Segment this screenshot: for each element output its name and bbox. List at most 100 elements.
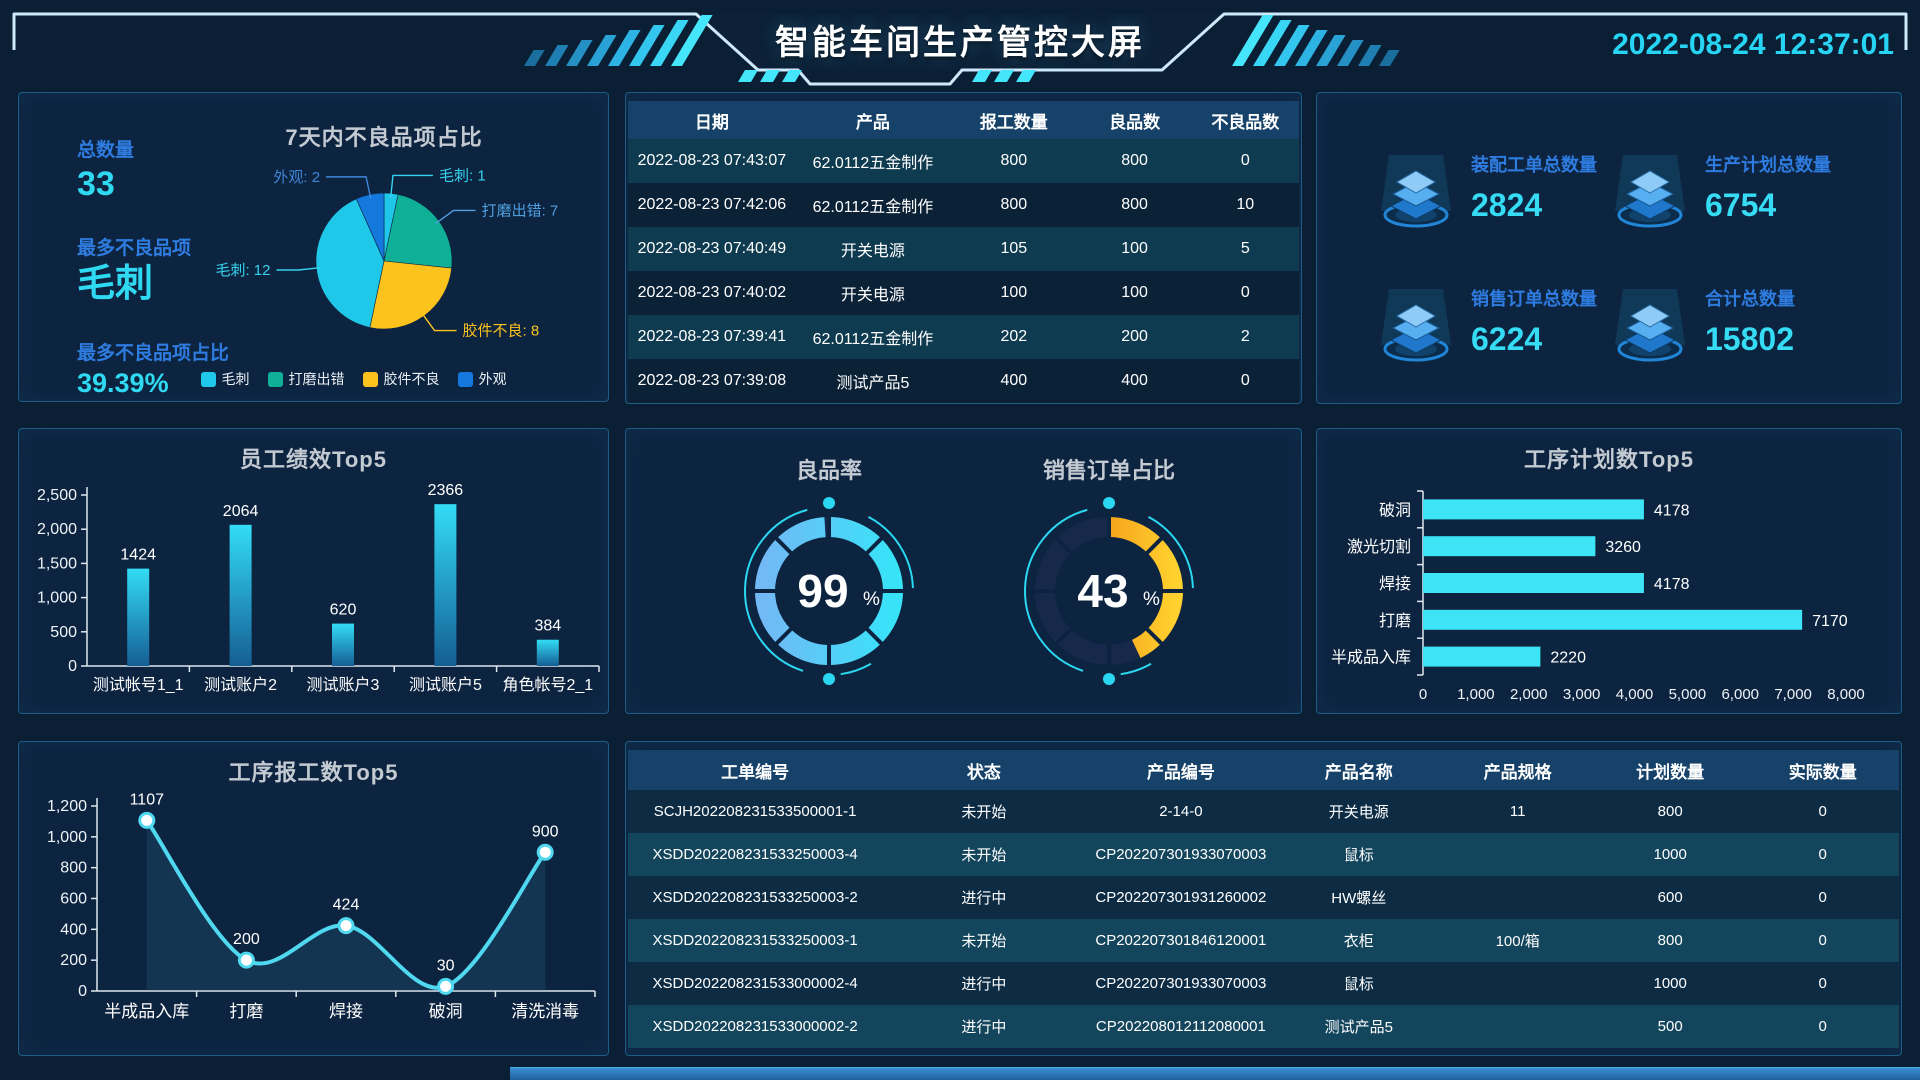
table-cell: 100: [1121, 240, 1148, 257]
column-header: 工单编号: [628, 750, 883, 790]
slash-decoration: [760, 70, 780, 82]
table-cell: 100: [1121, 284, 1148, 301]
y-tick-label: 2,500: [37, 487, 77, 504]
bar: [1423, 573, 1644, 593]
x-category-label: 测试帐号1_1: [93, 676, 184, 694]
defect-pie-panel: 7天内不良品项占比 总数量 33 最多不良品项 毛刺 最多不良品项占比 39.3…: [18, 92, 609, 402]
gauge-value-arc: [755, 517, 903, 665]
sales-order-gauge: 43%: [1024, 497, 1194, 685]
stat-value: 毛刺: [77, 263, 154, 306]
table-cell: 0: [1818, 846, 1827, 863]
table-row: 2022-08-23 07:42:06 62.0112五金制作 800 800 10: [628, 183, 1299, 227]
table-cell: 0: [1818, 889, 1827, 906]
bar: [1423, 536, 1596, 557]
table-cell: 开关电源: [840, 287, 905, 304]
table-cell: CP202207301933070003: [1095, 846, 1267, 863]
slash-decoration: [1232, 15, 1274, 66]
point-value-label: 30: [437, 957, 455, 974]
table-cell: CP202207301931260002: [1095, 889, 1267, 906]
table-cell: 10: [1236, 196, 1255, 213]
table-cell: 200: [1121, 328, 1148, 345]
gauge-value-arc: [1108, 517, 1183, 658]
table-cell: 0: [1818, 932, 1827, 949]
table-cell: 未开始: [961, 847, 1007, 864]
bar: [1423, 609, 1803, 630]
table-cell: 测试产品5: [1324, 1019, 1393, 1036]
gauge-dot: [823, 673, 835, 685]
bar: [434, 504, 457, 666]
table-cell: HW螺丝: [1331, 890, 1387, 907]
column-header: 实际数量: [1746, 750, 1899, 790]
column-header: 产品规格: [1441, 750, 1594, 790]
table-cell: XSDD202208231533250003-2: [652, 889, 858, 906]
table-row: 2022-08-23 07:40:49 开关电源 105 100 5: [628, 227, 1299, 271]
table-cell: 2022-08-23 07:43:07: [637, 152, 787, 169]
table-cell: 5: [1240, 240, 1250, 257]
totals-panel: 装配工单总数量 2824 生产计划总数量 6754 销售订单总数量 6224 合…: [1316, 92, 1902, 404]
data-point: [536, 843, 554, 861]
column-header: 日期: [628, 101, 796, 139]
pie-callout-label: 胶件不良: 8: [463, 323, 540, 340]
stat-label: 最多不良品项占比: [77, 343, 230, 365]
defect-pie-title: 7天内不良品项占比: [285, 125, 483, 150]
y-tick-label: 0: [68, 658, 77, 675]
bar: [332, 623, 354, 666]
point-value-label: 200: [233, 931, 260, 948]
table-cell: 800: [1000, 152, 1028, 169]
card-label: 装配工单总数量: [1471, 155, 1597, 175]
stat-card-total: 合计总数量 15802: [1607, 283, 1795, 369]
datetime-display: 2022-08-24 12:37:01: [1612, 28, 1894, 61]
gauge-dot: [1103, 673, 1115, 685]
report-table-panel: 日期 产品 报工数量 良品数 不良品数 2022-08-23 07:43:07 62.011…: [625, 92, 1302, 404]
table-cell: 800: [1121, 196, 1148, 213]
y-tick-label: 1,200: [47, 798, 87, 815]
legend-item: 毛刺: [200, 369, 250, 389]
slash-decoration: [587, 35, 617, 66]
y-category-label: 焊接: [1379, 575, 1411, 593]
table-cell: 进行中: [961, 1019, 1007, 1036]
table-cell: 1000: [1653, 846, 1687, 863]
card-value: 15802: [1705, 321, 1794, 357]
stacked-layers-icon: [1615, 155, 1685, 228]
horizontal-scrollbar[interactable]: [510, 1067, 1920, 1080]
column-header: 产品编号: [1085, 750, 1277, 790]
legend-swatch: [457, 371, 473, 387]
column-header: 状态: [882, 750, 1086, 790]
employee-bar-panel: 员工绩效Top5 0 500 1,000 1,500 2,000 2,500 1424 测试帐…: [18, 428, 609, 714]
card-label: 销售订单总数量: [1471, 289, 1597, 309]
bar: [127, 568, 150, 666]
stat-card-sales-orders: 销售订单总数量 6224: [1373, 283, 1597, 369]
bar-value-label: 384: [534, 618, 561, 635]
bar-value-label: 620: [330, 602, 357, 619]
stat-card-production-plans: 生产计划总数量 6754: [1607, 149, 1831, 235]
orders-table-panel: 工单编号 状态 产品编号 产品名称 产品规格 计划数量 实际数量 SCJH2022082315…: [625, 741, 1902, 1056]
x-tick-label: 3,000: [1563, 686, 1601, 703]
column-header: 报工数量: [950, 101, 1078, 139]
process-report-title: 工序报工数Top5: [228, 760, 399, 785]
header-decoration: [12, 12, 1908, 86]
slash-decoration: [650, 20, 689, 66]
slash-decoration: [1295, 30, 1328, 66]
legend-item: 打磨出错: [267, 369, 345, 389]
legend-item: 胶件不良: [362, 369, 440, 389]
table-cell: 400: [1000, 372, 1028, 389]
table-row: SCJH202208231533500001-1 未开始 2-14-0 开关电源 11 8…: [628, 790, 1899, 833]
table-cell: 62.0112五金制作: [812, 155, 934, 172]
slash-decoration: [1016, 70, 1036, 82]
stacked-layers-icon: [1381, 155, 1451, 228]
y-tick-label: 200: [60, 952, 87, 969]
table-cell: 测试产品5: [836, 375, 910, 392]
bar-value-label: 2064: [223, 503, 259, 520]
table-row: 2022-08-23 07:39:41 62.0112五金制作 202 200 2: [628, 315, 1299, 359]
slash-decoration: [1274, 25, 1310, 66]
x-tick-label: 4,000: [1616, 686, 1654, 703]
point-value-label: 1107: [130, 791, 165, 808]
y-tick-label: 400: [60, 921, 87, 938]
bar-value-label: 2366: [428, 482, 464, 499]
process-plan-chart: 0 1,000 2,000 3,000 4,000 5,000 6,000 7,000 8,00…: [1331, 490, 1865, 703]
sales-gauge-title: 销售订单占比: [1042, 458, 1175, 483]
card-value: 2824: [1471, 187, 1543, 223]
table-cell: 衣柜: [1343, 933, 1374, 950]
table-cell: [1441, 876, 1594, 919]
table-cell: 2: [1240, 328, 1250, 345]
